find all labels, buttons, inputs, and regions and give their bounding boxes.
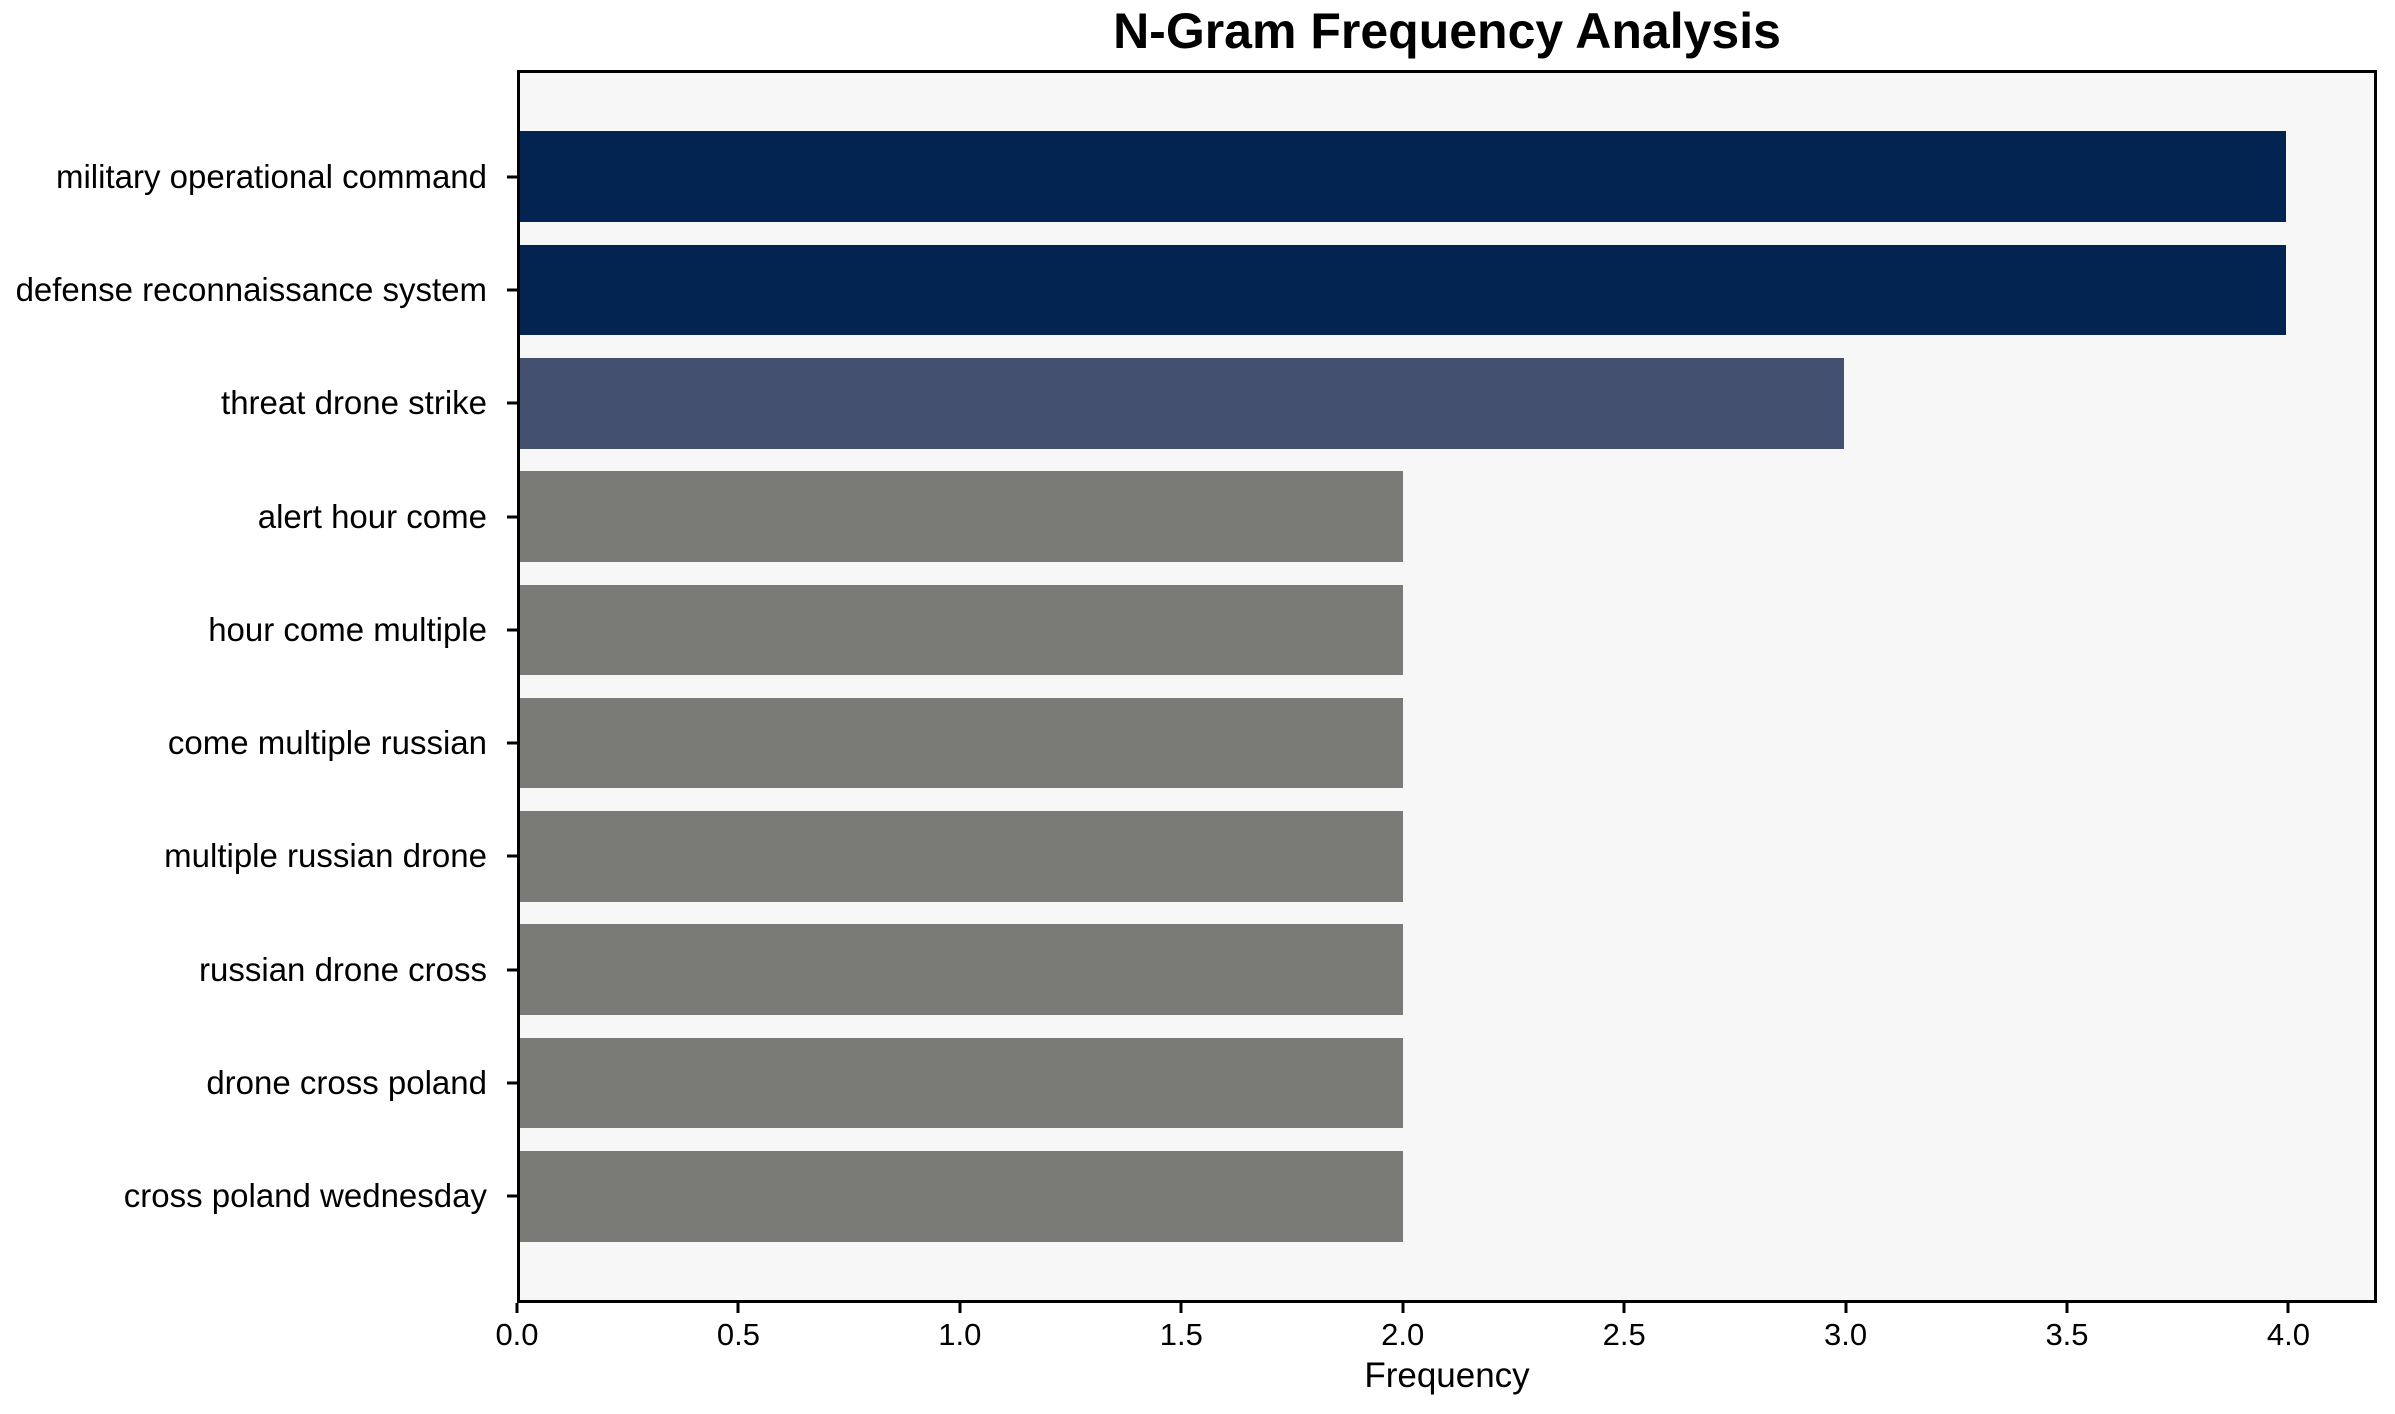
y-tick-mark [507,288,517,292]
y-axis-label: defense reconnaissance system [15,270,487,308]
bar [520,924,1403,1016]
x-axis: 0.0 0.5 1.0 1.5 2.0 2.5 3.0 3.5 4.0 [495,1303,2377,1363]
bar [520,471,1403,562]
y-label-row: defense reconnaissance system [0,233,517,346]
y-axis-labels: military operational command defense reco… [0,70,517,1303]
x-tick-mark [736,1303,740,1313]
bar-row [520,120,2374,233]
x-tick-label: 4.0 [2266,1317,2310,1352]
x-tick-mark [2286,1303,2290,1313]
bar-row [520,686,2374,799]
bar-row [520,460,2374,573]
y-label-row: hour come multiple [0,573,517,686]
bar-row [520,913,2374,1026]
y-tick-mark [507,854,517,858]
bar-row [520,1026,2374,1139]
y-tick-mark [507,1081,517,1085]
y-label-row: drone cross poland [0,1026,517,1139]
y-axis-label: russian drone cross [199,950,487,988]
y-axis-label: threat drone strike [221,384,487,422]
bar [520,697,1403,789]
y-tick-mark [507,741,517,745]
bar [520,1151,1403,1242]
y-label-row: russian drone cross [0,913,517,1026]
bar-row [520,347,2374,460]
y-tick-mark [507,628,517,632]
y-axis-label: drone cross poland [206,1064,487,1102]
bar-row [520,1140,2374,1253]
bar [520,584,1403,676]
x-tick-mark [1844,1303,1848,1313]
x-tick-label: 3.5 [2045,1317,2089,1352]
y-axis-label: come multiple russian [167,724,487,762]
y-tick-mark [507,1194,517,1198]
x-axis-title: Frequency [1364,1356,1530,1395]
y-label-row: come multiple russian [0,686,517,799]
y-label-row: threat drone strike [0,347,517,460]
bar [520,131,2286,222]
y-tick-mark [507,175,517,179]
bar [520,811,1403,902]
plot-area [517,70,2377,1303]
bar-row [520,233,2374,346]
x-tick-label: 1.5 [1159,1317,1203,1352]
y-axis-label: military operational command [55,157,487,195]
y-tick-mark [507,401,517,405]
bar [520,1037,1403,1129]
x-tick-mark [1179,1303,1183,1313]
x-tick-mark [2065,1303,2069,1313]
x-tick-label: 3.0 [1824,1317,1868,1352]
chart-title: N-Gram Frequency Analysis [1113,3,1781,59]
y-label-row: cross poland wednesday [0,1140,517,1253]
y-axis-label: multiple russian drone [164,837,487,875]
bar-row [520,573,2374,686]
x-tick-label: 2.5 [1602,1317,1646,1352]
y-tick-mark [507,515,517,519]
x-tick-mark [958,1303,962,1313]
y-label-row: military operational command [0,120,517,233]
x-tick-label: 0.0 [495,1317,539,1352]
y-label-row: alert hour come [0,460,517,573]
bar [520,244,2286,336]
y-axis-label: cross poland wednesday [123,1177,487,1215]
bar [520,357,1845,449]
x-tick-mark [1622,1303,1626,1313]
x-tick-mark [1401,1303,1405,1313]
x-tick-label: 1.0 [938,1317,982,1352]
y-label-row: multiple russian drone [0,800,517,913]
y-axis-label: hour come multiple [208,610,487,648]
x-tick-label: 0.5 [716,1317,760,1352]
x-tick-mark [515,1303,519,1313]
bar-row [520,800,2374,913]
y-axis-label: alert hour come [257,497,487,535]
y-tick-mark [507,968,517,972]
x-tick-label: 2.0 [1381,1317,1425,1352]
